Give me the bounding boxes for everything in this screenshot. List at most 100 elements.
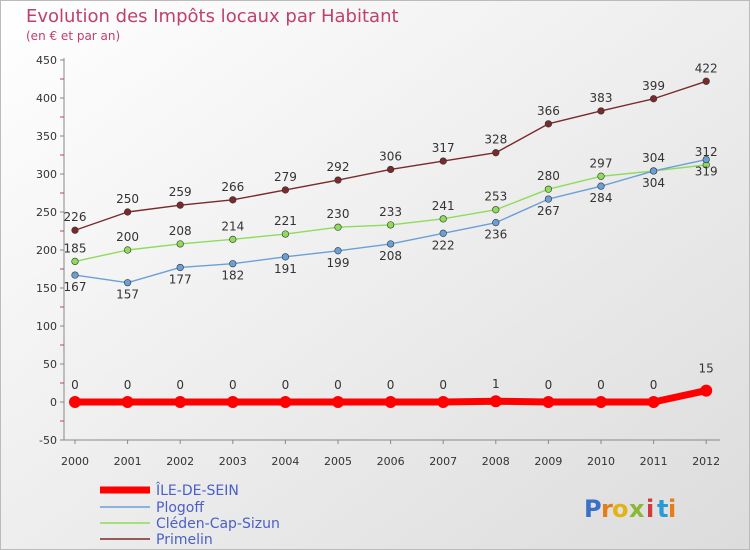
- legend-label: Plogoff: [156, 500, 204, 516]
- x-tick-label: 2012: [692, 455, 720, 468]
- y-tick-label: 350: [36, 130, 57, 143]
- data-label: 157: [116, 288, 139, 302]
- logo-letter: t: [657, 495, 668, 523]
- data-point: [121, 396, 134, 408]
- data-point: [542, 396, 555, 408]
- data-label: 0: [176, 378, 184, 392]
- data-point: [174, 396, 187, 408]
- chart-subtitle: (en € et par an): [26, 29, 120, 43]
- data-point: [334, 247, 342, 255]
- data-label: 328: [484, 133, 507, 147]
- data-label: 292: [327, 160, 350, 174]
- data-label: 185: [64, 241, 87, 255]
- data-label: 236: [484, 228, 507, 242]
- chart-title: Evolution des Impôts locaux par Habitant: [26, 6, 399, 27]
- data-point: [492, 149, 500, 157]
- data-point: [387, 221, 395, 229]
- data-point: [281, 186, 290, 194]
- data-point: [489, 395, 502, 408]
- data-label: 233: [379, 205, 402, 219]
- logo-letter: x: [629, 495, 645, 523]
- data-label: 422: [695, 61, 718, 75]
- data-point: [702, 77, 710, 85]
- x-tick-label: 2006: [377, 455, 405, 468]
- data-point: [334, 176, 342, 184]
- data-label: 317: [432, 141, 455, 155]
- data-point: [71, 226, 79, 234]
- y-tick-label: 0: [50, 396, 57, 409]
- x-tick-label: 2001: [114, 455, 142, 468]
- data-label: 191: [274, 262, 297, 276]
- legend: ÎLE-DE-SEINPlogoffCléden-Cap-SizunPrimel…: [100, 481, 280, 548]
- data-label: 0: [387, 378, 395, 392]
- y-tick-label: 450: [36, 54, 57, 67]
- data-point: [229, 260, 237, 268]
- y-tick-label: 100: [36, 320, 57, 333]
- data-point: [71, 271, 79, 279]
- data-point: [332, 396, 344, 408]
- data-point: [176, 240, 184, 248]
- data-label: 199: [327, 256, 350, 270]
- x-tick-label: 2008: [482, 455, 510, 468]
- logo-letter: i: [668, 495, 676, 523]
- data-point: [492, 219, 500, 227]
- data-label: 306: [379, 149, 402, 163]
- y-tick-label: 250: [36, 206, 57, 219]
- logo-letter: o: [612, 495, 629, 523]
- data-label: 0: [282, 378, 290, 392]
- data-point: [597, 107, 605, 115]
- data-label: 230: [327, 207, 350, 221]
- data-label: 1: [492, 377, 500, 391]
- data-label: 383: [590, 91, 613, 105]
- data-point: [544, 195, 553, 203]
- x-tick-label: 2011: [640, 455, 668, 468]
- data-label: 284: [590, 191, 613, 205]
- data-point: [700, 384, 713, 397]
- data-label: 15: [699, 362, 714, 376]
- data-label: 0: [545, 378, 553, 392]
- data-label: 266: [221, 180, 244, 194]
- data-point: [123, 246, 132, 254]
- data-point: [229, 235, 237, 243]
- x-tick-label: 2009: [534, 455, 562, 468]
- data-label: 182: [221, 269, 244, 283]
- data-point: [281, 253, 290, 261]
- y-tick-label: -50: [39, 434, 57, 447]
- data-label: 304: [642, 151, 665, 165]
- data-point: [647, 396, 660, 408]
- data-label: 177: [169, 272, 192, 286]
- data-point: [226, 396, 239, 408]
- data-point: [176, 201, 184, 209]
- data-label: 0: [334, 378, 342, 392]
- data-point: [544, 120, 553, 128]
- logo-letter: r: [601, 495, 613, 523]
- data-point: [597, 172, 605, 180]
- data-point: [229, 196, 237, 204]
- data-label: 0: [597, 378, 605, 392]
- data-label: 366: [537, 104, 560, 118]
- x-tick-label: 2004: [271, 455, 299, 468]
- data-label: 167: [64, 280, 87, 294]
- data-point: [281, 230, 290, 238]
- data-label: 250: [116, 192, 139, 206]
- y-tick-label: 400: [36, 92, 57, 105]
- data-point: [544, 185, 553, 193]
- data-point: [439, 229, 447, 237]
- data-label: 0: [439, 378, 447, 392]
- data-point: [649, 167, 658, 175]
- x-tick-label: 2003: [219, 455, 247, 468]
- data-label: 267: [537, 204, 560, 218]
- y-tick-label: 150: [36, 282, 57, 295]
- data-point: [702, 155, 710, 164]
- data-point: [439, 215, 447, 223]
- y-tick-label: 200: [36, 244, 57, 257]
- data-label: 259: [169, 185, 192, 199]
- logo-letter: P: [584, 495, 602, 523]
- data-label: 221: [274, 214, 297, 228]
- logo-letter: i: [646, 495, 654, 523]
- data-label: 208: [379, 249, 402, 263]
- data-point: [439, 157, 447, 165]
